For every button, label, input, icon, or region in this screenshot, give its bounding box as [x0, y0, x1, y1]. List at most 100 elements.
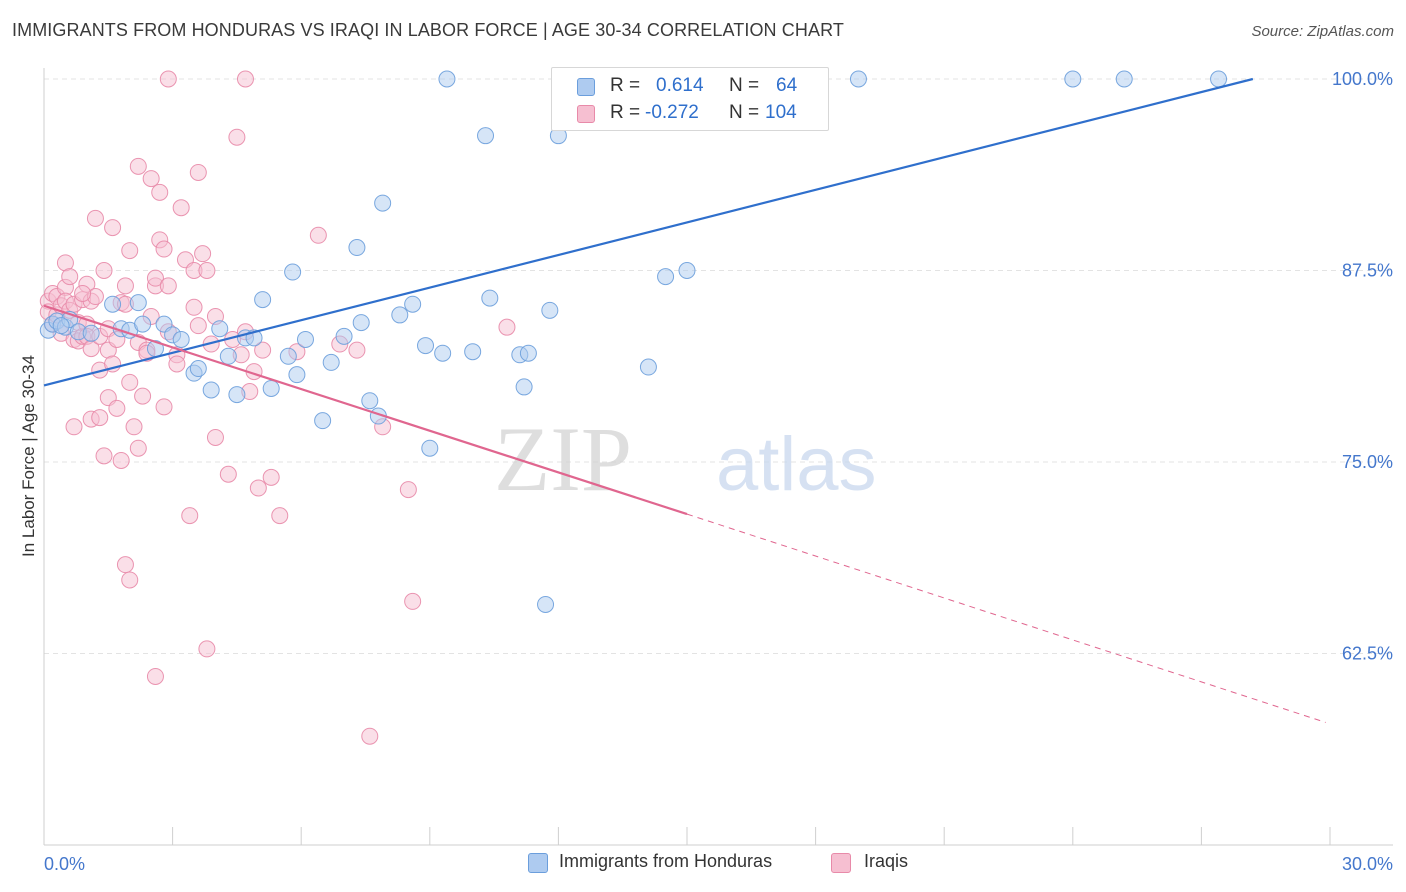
legend-row-honduras: R = 0.614 N = 64: [552, 74, 828, 100]
honduras-point: [537, 595, 555, 613]
iraqis-point: [95, 447, 113, 465]
x-tick-label-min: 0.0%: [44, 854, 85, 874]
iraqis-point: [91, 409, 109, 427]
honduras-point: [296, 330, 314, 348]
honduras-point: [284, 263, 302, 281]
iraqis-point: [86, 209, 104, 227]
iraqis-swatch: [577, 105, 595, 123]
iraqis-point: [404, 592, 422, 610]
correlation-legend: R = 0.614 N = 64 R = -0.272 N = 104: [551, 67, 829, 131]
iraqis-point: [185, 298, 203, 316]
watermark-atlas: atlas: [716, 422, 877, 507]
honduras-point: [211, 320, 229, 338]
iraqis-point: [309, 226, 327, 244]
y-tick-label: 87.5%: [1342, 261, 1393, 281]
gridlines: [44, 78, 1393, 654]
legend-r-label: R =: [610, 102, 641, 123]
honduras-point: [279, 347, 297, 365]
legend-r-label: R =: [610, 75, 641, 96]
honduras-point: [374, 194, 392, 212]
honduras-points: [39, 70, 1228, 613]
iraqis-point: [104, 219, 122, 237]
honduras-point: [1115, 70, 1133, 88]
iraqis-legend-label: Iraqis: [864, 851, 909, 871]
honduras-point: [481, 289, 499, 307]
honduras-point: [288, 366, 306, 384]
iraqis-point: [146, 667, 164, 685]
legend-n-value: 104: [765, 102, 797, 123]
legend-r-value: -0.272: [645, 102, 699, 123]
iraqis-points: [39, 70, 516, 745]
honduras-point: [219, 347, 237, 365]
iraqis-trend-extension: [686, 513, 1326, 723]
iraqis-point: [129, 439, 147, 457]
chart-title: IMMIGRANTS FROM HONDURAS VS IRAQI IN LAB…: [12, 20, 844, 40]
iraqis-point: [155, 398, 173, 416]
honduras-point: [82, 324, 100, 342]
honduras-point: [228, 386, 246, 404]
y-tick-labels: 62.5% 75.0% 87.5% 100.0%: [1332, 69, 1393, 664]
honduras-point: [477, 127, 495, 145]
honduras-trend-line: [43, 77, 1254, 387]
y-tick-label: 100.0%: [1332, 69, 1393, 89]
iraqis-trend-line: [43, 304, 688, 516]
honduras-point: [172, 330, 190, 348]
watermark: ZIP atlas: [494, 408, 877, 510]
honduras-point: [849, 70, 867, 88]
honduras-point: [421, 439, 439, 457]
honduras-point: [678, 262, 696, 279]
axes: [43, 68, 1393, 846]
iraqis-point: [112, 451, 130, 469]
iraqis-point: [146, 269, 164, 287]
honduras-point: [417, 337, 435, 355]
trend-lines: [43, 77, 1326, 723]
honduras-point: [52, 317, 70, 335]
honduras-point: [352, 314, 370, 332]
legend-r-value: 0.614: [656, 75, 704, 96]
legend-row-iraqis: R = -0.272 N = 104: [552, 101, 828, 127]
iraqis-point: [181, 507, 199, 525]
honduras-point: [657, 268, 675, 286]
legend-n-value: 64: [776, 75, 798, 96]
honduras-point: [391, 306, 409, 324]
iraqis-point: [348, 341, 366, 359]
iraqis-point: [399, 481, 417, 499]
honduras-point: [104, 295, 122, 313]
iraqis-point: [198, 640, 216, 658]
iraqis-point: [219, 465, 237, 483]
iraqis-point: [142, 170, 160, 188]
iraqis-point: [65, 418, 83, 436]
iraqis-point: [121, 571, 139, 589]
honduras-point: [335, 327, 353, 345]
iraqis-point: [198, 262, 216, 279]
iraqis-legend-swatch: [831, 853, 851, 873]
honduras-point: [262, 379, 280, 397]
honduras-point: [361, 392, 379, 410]
honduras-point: [134, 315, 152, 333]
iraqis-point: [194, 245, 212, 263]
honduras-point: [322, 353, 340, 371]
iraqis-point: [189, 317, 207, 335]
honduras-swatch: [577, 78, 595, 96]
iraqis-point: [125, 418, 143, 436]
x-tick-label-max: 30.0%: [1342, 854, 1393, 874]
legend-n-label: N =: [729, 75, 760, 96]
honduras-point: [189, 360, 207, 378]
iraqis-point: [121, 373, 139, 391]
iraqis-point: [129, 157, 147, 175]
honduras-point: [639, 358, 657, 376]
iraqis-point: [254, 341, 272, 359]
honduras-point: [515, 378, 533, 396]
iraqis-point: [151, 183, 169, 201]
honduras-point: [348, 239, 366, 257]
honduras-point: [254, 291, 272, 309]
honduras-point: [519, 344, 537, 362]
y-axis-label: In Labor Force | Age 30-34: [19, 355, 38, 557]
honduras-point: [434, 344, 452, 362]
iraqis-point: [74, 284, 92, 302]
iraqis-point: [108, 399, 126, 417]
y-tick-label: 75.0%: [1342, 452, 1393, 472]
iraqis-point: [262, 468, 280, 486]
iraqis-point: [172, 199, 190, 217]
